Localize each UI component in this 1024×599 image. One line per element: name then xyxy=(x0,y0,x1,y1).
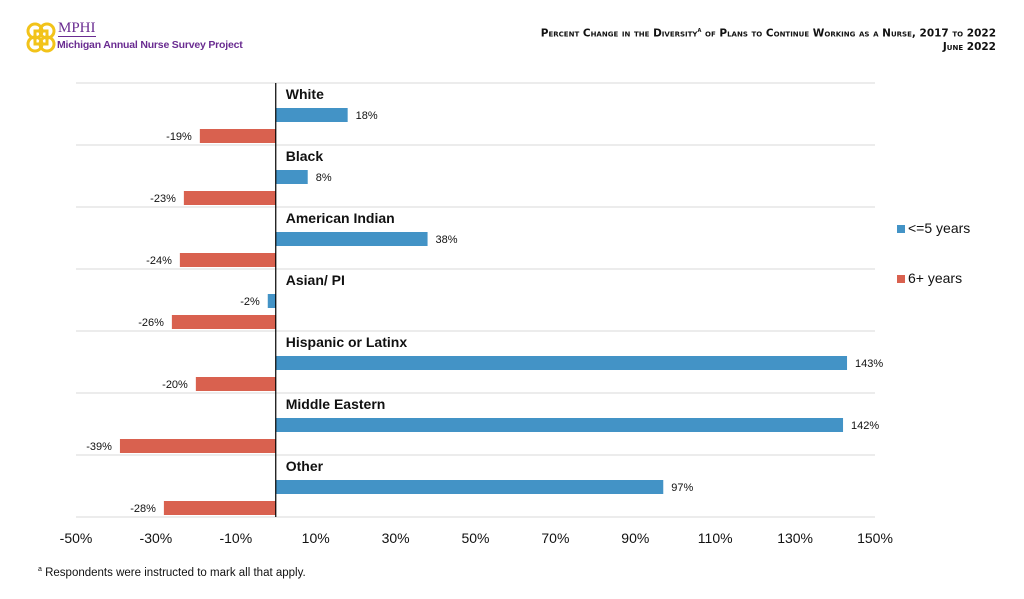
legend-swatch xyxy=(897,275,905,283)
data-label: 8% xyxy=(316,172,332,184)
title-sup: a xyxy=(697,26,702,34)
bar-6plus-years xyxy=(183,191,276,205)
category-label: Hispanic or Latinx xyxy=(286,334,408,350)
chart-date: June 2022 xyxy=(942,40,996,53)
bar-le5-years xyxy=(275,170,308,184)
bar-6plus-years xyxy=(119,439,276,453)
x-tick-label: -50% xyxy=(60,530,93,546)
data-label: -28% xyxy=(130,503,156,515)
category-label: Other xyxy=(286,458,324,474)
data-label: 143% xyxy=(855,358,883,370)
x-tick-label: 90% xyxy=(621,530,649,546)
mphi-logo: MPHI Michigan Annual Nurse Survey Projec… xyxy=(24,20,243,56)
logo-knot-icon xyxy=(26,22,56,53)
bar-le5-years xyxy=(275,108,348,122)
category-label: White xyxy=(286,86,324,102)
legend-label: <=5 years xyxy=(908,220,970,236)
data-label: -23% xyxy=(150,193,176,205)
data-label: 142% xyxy=(851,420,879,432)
bar-6plus-years xyxy=(163,501,276,515)
footnote-marker: a xyxy=(38,566,42,573)
data-label: -39% xyxy=(86,441,112,453)
x-tick-label: 10% xyxy=(302,530,330,546)
category-label: Asian/ PI xyxy=(286,272,345,288)
bar-6plus-years xyxy=(171,315,276,329)
title-text: Percent Change in the Diversity xyxy=(540,27,698,40)
x-tick-label: 110% xyxy=(698,530,733,546)
bar-le5-years xyxy=(275,356,848,370)
data-label: -19% xyxy=(166,131,192,143)
data-label: -24% xyxy=(146,255,172,267)
category-label: Black xyxy=(286,148,324,164)
x-tick-label: 130% xyxy=(777,530,813,546)
x-tick-label: 150% xyxy=(857,530,893,546)
category-label: Middle Eastern xyxy=(286,396,386,412)
legend-label: 6+ years xyxy=(908,270,962,286)
bar-le5-years xyxy=(267,294,276,308)
footnote: a Respondents were instructed to mark al… xyxy=(38,566,306,579)
x-tick-label: 50% xyxy=(461,530,489,546)
logo-subtitle: Michigan Annual Nurse Survey Project xyxy=(57,39,243,51)
data-label: -26% xyxy=(138,317,164,329)
bar-6plus-years xyxy=(199,129,276,143)
x-tick-label: 30% xyxy=(382,530,410,546)
legend-swatch xyxy=(897,225,905,233)
data-label: 97% xyxy=(671,482,693,494)
x-tick-label: -30% xyxy=(140,530,173,546)
bar-6plus-years xyxy=(195,377,276,391)
title-rest: of Plans to Continue Working as a Nurse,… xyxy=(701,27,996,40)
chart-title: Percent Change in the Diversitya of Plan… xyxy=(541,24,996,54)
logo-name: MPHI xyxy=(58,20,96,37)
data-label: -20% xyxy=(162,379,188,391)
bar-6plus-years xyxy=(179,253,276,267)
data-label: -2% xyxy=(240,296,260,308)
data-label: 38% xyxy=(436,234,458,246)
bar-le5-years xyxy=(275,418,844,432)
bar-le5-years xyxy=(275,480,664,494)
data-label: 18% xyxy=(356,110,378,122)
x-tick-label: 70% xyxy=(541,530,569,546)
bar-le5-years xyxy=(275,232,428,246)
x-tick-label: -10% xyxy=(219,530,252,546)
category-label: American Indian xyxy=(286,210,395,226)
footnote-text: Respondents were instructed to mark all … xyxy=(41,566,306,579)
